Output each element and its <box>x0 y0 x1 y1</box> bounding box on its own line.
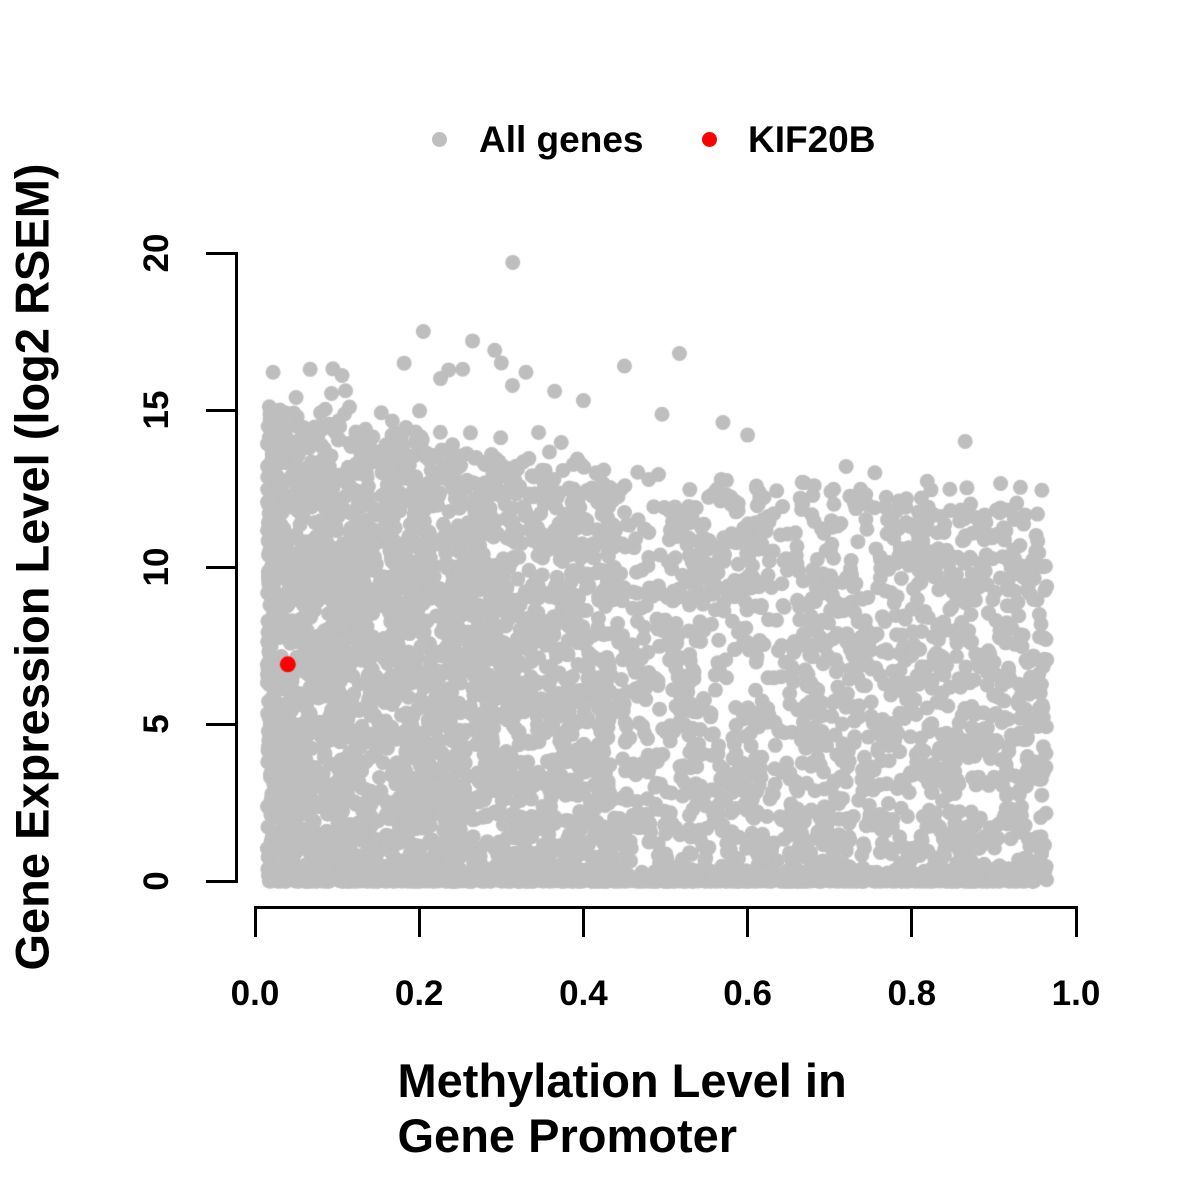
y-tick-label-0: 0 <box>137 871 176 891</box>
x-tick-label-5: 1.0 <box>1051 974 1101 1013</box>
legend-label-kif20b: KIF20B <box>748 119 876 161</box>
x-tick-label-4: 0.8 <box>887 974 937 1013</box>
x-tick-label-1: 0.2 <box>394 974 444 1013</box>
y-tick-mark-3 <box>206 408 236 412</box>
y-tick-label-3: 15 <box>137 390 176 430</box>
x-tick-mark-3 <box>746 907 750 937</box>
y-tick-label-1: 5 <box>137 714 176 734</box>
x-axis-title: Methylation Level in Gene Promoter <box>397 1054 847 1162</box>
y-tick-mark-1 <box>206 722 236 726</box>
legend-marker-kif20b-icon <box>702 132 717 147</box>
x-tick-label-0: 0.0 <box>230 974 280 1013</box>
y-tick-mark-0 <box>206 879 236 883</box>
scatter-plot-canvas <box>240 245 1110 895</box>
y-tick-label-2: 10 <box>137 547 176 587</box>
y-tick-mark-2 <box>206 565 236 569</box>
x-tick-label-2: 0.4 <box>559 974 608 1013</box>
x-tick-mark-0 <box>253 907 257 937</box>
x-tick-mark-4 <box>910 907 914 937</box>
x-tick-label-3: 0.6 <box>723 974 772 1013</box>
legend-label-all-genes: All genes <box>479 119 644 161</box>
x-tick-mark-2 <box>581 907 585 937</box>
y-tick-label-4: 20 <box>137 233 176 273</box>
y-axis-line <box>234 251 238 883</box>
x-tick-mark-5 <box>1074 907 1078 937</box>
x-axis-line <box>253 905 1078 909</box>
y-tick-mark-4 <box>206 251 236 255</box>
legend-marker-all-genes-icon <box>432 132 447 147</box>
y-axis-title: Gene Expression Level (log2 RSEM) <box>5 163 59 971</box>
x-tick-mark-1 <box>417 907 421 937</box>
